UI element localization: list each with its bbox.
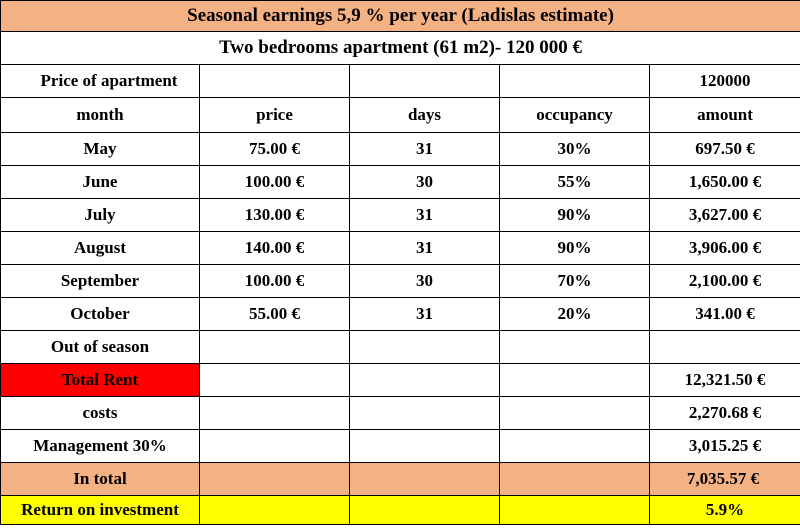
amount-cell[interactable]: 3,906.00 €	[648, 231, 800, 265]
price-of-apartment-amount[interactable]: 120000	[648, 64, 800, 98]
header-price[interactable]: price	[199, 97, 350, 133]
amount-cell[interactable]: 341.00 €	[648, 297, 800, 331]
price-cell[interactable]: 55.00 €	[199, 297, 350, 331]
days-cell[interactable]: 30	[349, 264, 500, 298]
costs-row: costs 2,270.68 €	[0, 396, 800, 430]
occupancy-cell[interactable]: 90%	[499, 231, 650, 265]
price-cell[interactable]: 130.00 €	[199, 198, 350, 232]
subtitle-row: Two bedrooms apartment (61 m2)- 120 000 …	[0, 31, 800, 65]
amount-cell[interactable]: 1,650.00 €	[648, 165, 800, 199]
table-row: May 75.00 € 31 30% 697.50 €	[0, 132, 800, 166]
roi-row: Return on investment 5.9%	[0, 495, 800, 525]
empty-cell[interactable]	[349, 495, 500, 525]
empty-cell[interactable]	[199, 363, 350, 397]
price-cell[interactable]: 100.00 €	[199, 264, 350, 298]
month-cell[interactable]: May	[0, 132, 200, 166]
empty-cell[interactable]	[349, 462, 500, 496]
header-occupancy[interactable]: occupancy	[499, 97, 650, 133]
header-days[interactable]: days	[349, 97, 500, 133]
table-row: June 100.00 € 30 55% 1,650.00 €	[0, 165, 800, 199]
management-amount[interactable]: 3,015.25 €	[648, 429, 800, 463]
empty-cell[interactable]	[199, 64, 350, 98]
days-cell[interactable]: 30	[349, 165, 500, 199]
total-rent-amount[interactable]: 12,321.50 €	[648, 363, 800, 397]
empty-cell[interactable]	[499, 64, 650, 98]
price-cell[interactable]: 140.00 €	[199, 231, 350, 265]
price-cell[interactable]: 75.00 €	[199, 132, 350, 166]
header-row: month price days occupancy amount	[0, 97, 800, 133]
empty-cell[interactable]	[499, 495, 650, 525]
empty-cell[interactable]	[349, 330, 500, 364]
empty-cell[interactable]	[199, 495, 350, 525]
empty-cell[interactable]	[199, 330, 350, 364]
costs-label[interactable]: costs	[0, 396, 200, 430]
in-total-label[interactable]: In total	[0, 462, 200, 496]
empty-cell[interactable]	[349, 363, 500, 397]
occupancy-cell[interactable]: 55%	[499, 165, 650, 199]
sheet-subtitle[interactable]: Two bedrooms apartment (61 m2)- 120 000 …	[0, 31, 800, 65]
in-total-row: In total 7,035.57 €	[0, 462, 800, 496]
occupancy-cell[interactable]: 70%	[499, 264, 650, 298]
month-cell[interactable]: October	[0, 297, 200, 331]
in-total-amount[interactable]: 7,035.57 €	[648, 462, 800, 496]
occupancy-cell[interactable]: 30%	[499, 132, 650, 166]
occupancy-cell[interactable]: 20%	[499, 297, 650, 331]
roi-amount[interactable]: 5.9%	[648, 495, 800, 525]
price-cell[interactable]: 100.00 €	[199, 165, 350, 199]
amount-cell[interactable]: 697.50 €	[648, 132, 800, 166]
empty-cell[interactable]	[499, 330, 650, 364]
total-rent-row: Total Rent 12,321.50 €	[0, 363, 800, 397]
price-of-apartment-row: Price of apartment 120000	[0, 64, 800, 98]
management-row: Management 30% 3,015.25 €	[0, 429, 800, 463]
month-cell[interactable]: June	[0, 165, 200, 199]
empty-cell[interactable]	[199, 396, 350, 430]
title-row: Seasonal earnings 5,9 % per year (Ladisl…	[0, 0, 800, 32]
sheet-title[interactable]: Seasonal earnings 5,9 % per year (Ladisl…	[0, 0, 800, 32]
amount-cell[interactable]: 2,100.00 €	[648, 264, 800, 298]
month-cell[interactable]: September	[0, 264, 200, 298]
empty-cell[interactable]	[499, 429, 650, 463]
empty-cell[interactable]	[349, 429, 500, 463]
month-cell[interactable]: August	[0, 231, 200, 265]
empty-cell[interactable]	[499, 396, 650, 430]
days-cell[interactable]: 31	[349, 231, 500, 265]
table-row: October 55.00 € 31 20% 341.00 €	[0, 297, 800, 331]
costs-amount[interactable]: 2,270.68 €	[648, 396, 800, 430]
empty-cell[interactable]	[499, 462, 650, 496]
days-cell[interactable]: 31	[349, 297, 500, 331]
header-amount[interactable]: amount	[648, 97, 800, 133]
empty-cell[interactable]	[648, 330, 800, 364]
roi-label[interactable]: Return on investment	[0, 495, 200, 525]
table-row: September 100.00 € 30 70% 2,100.00 €	[0, 264, 800, 298]
table-row: July 130.00 € 31 90% 3,627.00 €	[0, 198, 800, 232]
price-of-apartment-label[interactable]: Price of apartment	[0, 64, 200, 98]
empty-cell[interactable]	[199, 462, 350, 496]
amount-cell[interactable]: 3,627.00 €	[648, 198, 800, 232]
empty-cell[interactable]	[499, 363, 650, 397]
out-of-season-row: Out of season	[0, 330, 800, 364]
occupancy-cell[interactable]: 90%	[499, 198, 650, 232]
total-rent-label[interactable]: Total Rent	[0, 363, 200, 397]
empty-cell[interactable]	[349, 396, 500, 430]
days-cell[interactable]: 31	[349, 132, 500, 166]
management-label[interactable]: Management 30%	[0, 429, 200, 463]
days-cell[interactable]: 31	[349, 198, 500, 232]
month-cell[interactable]: July	[0, 198, 200, 232]
empty-cell[interactable]	[199, 429, 350, 463]
header-month[interactable]: month	[0, 97, 200, 133]
table-row: August 140.00 € 31 90% 3,906.00 €	[0, 231, 800, 265]
empty-cell[interactable]	[349, 64, 500, 98]
out-of-season-label[interactable]: Out of season	[0, 330, 200, 364]
